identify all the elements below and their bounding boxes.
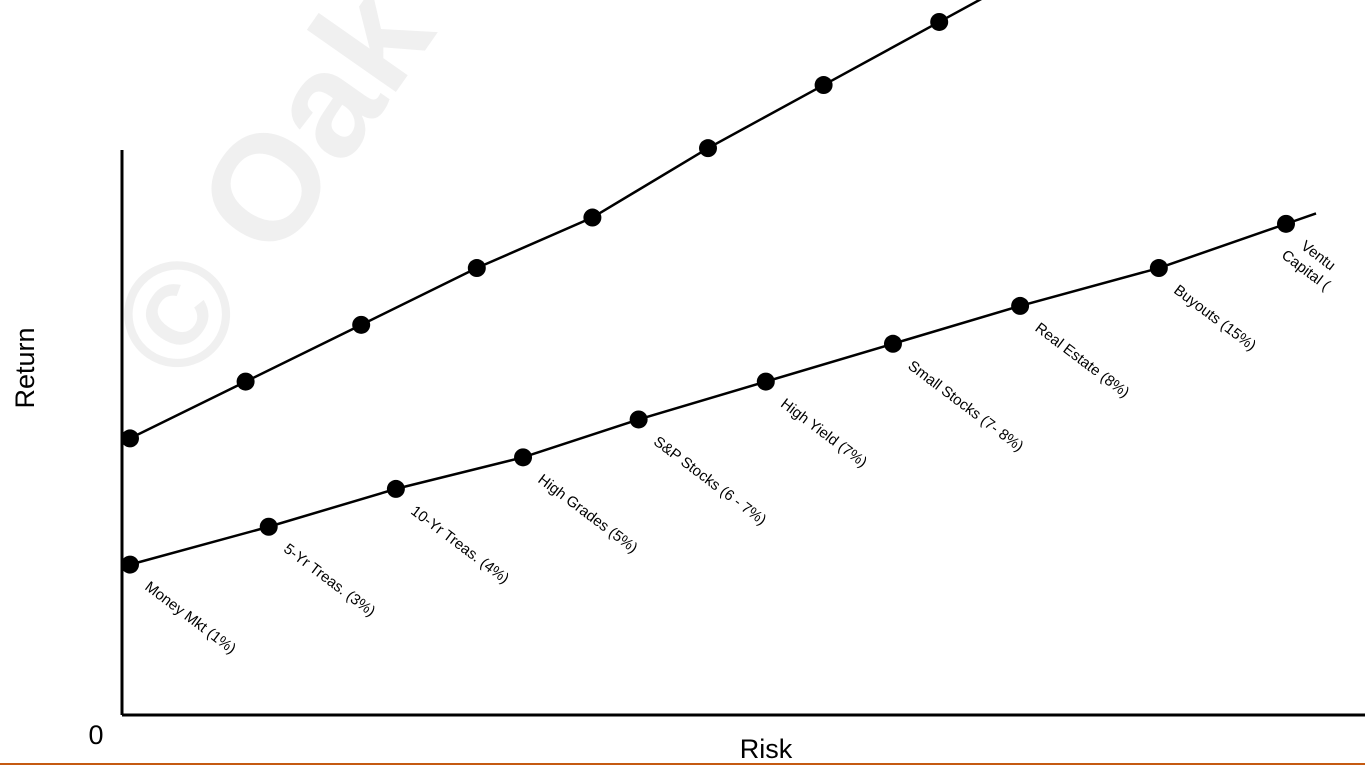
series-1-point-8 — [930, 12, 949, 31]
point-label: 5-Yr Treas. (3%) — [280, 540, 378, 620]
watermark-text: © Oak Ar — [76, 0, 580, 408]
x-axis-title: Risk — [740, 734, 793, 764]
point-label: High Grades (5%) — [535, 471, 641, 557]
point-label: Real Estate (8%) — [1032, 320, 1133, 402]
series-2-point-1 — [121, 555, 139, 574]
series-1-point-5 — [583, 208, 602, 227]
series-2-point-8 — [1011, 296, 1030, 315]
series-1-point-3 — [352, 315, 371, 334]
series-1-point-1 — [121, 429, 139, 448]
series-2-point-7 — [883, 334, 902, 353]
series-2-point-10 — [1277, 214, 1295, 233]
watermark: © Oak Ar — [76, 0, 580, 408]
origin-label: 0 — [88, 720, 103, 750]
series-2-point-3 — [386, 479, 405, 498]
series-2-point-9 — [1149, 259, 1168, 278]
label-layer: Money Mkt (1%) 5-Yr Treas. (3%) 10-Yr Trea… — [142, 231, 1344, 657]
point-label: VentuCapital ( — [1278, 231, 1344, 293]
series-2-point-6 — [756, 372, 775, 391]
series-2-point-2 — [259, 517, 278, 536]
series-1-point-2 — [236, 372, 255, 391]
point-label: Small Stocks (7- 8%) — [905, 357, 1027, 455]
series-1-point-6 — [699, 139, 717, 158]
series-1-line — [129, 0, 983, 440]
series-2-point-4 — [514, 448, 533, 467]
point-label: Money Mkt (1%) — [142, 578, 239, 657]
series-1-point-4 — [467, 259, 486, 278]
point-label: 10-Yr Treas. (4%) — [407, 503, 512, 588]
series-1-point-7 — [814, 76, 833, 95]
y-axis-title: Return — [10, 327, 40, 408]
point-label: Buyouts (15%) — [1170, 282, 1259, 355]
series-2-point-5 — [629, 410, 648, 429]
point-label: S&P Stocks (6 - 7%) — [650, 433, 769, 529]
series-layer — [121, 0, 1317, 574]
point-label: High Yield (7%) — [777, 395, 870, 471]
